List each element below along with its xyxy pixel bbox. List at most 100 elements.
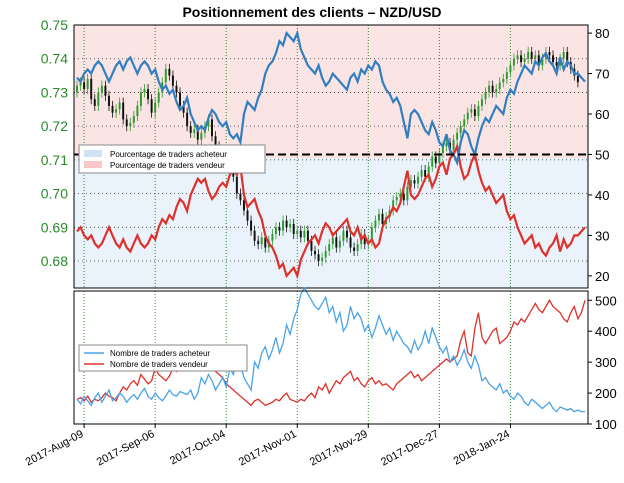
- bottom-tick-label: 100: [595, 417, 617, 432]
- legend-long-swatch: [84, 150, 102, 157]
- candle-body: [164, 68, 167, 83]
- candle-body: [363, 234, 366, 245]
- long-percentage-line: [76, 29, 586, 167]
- candle-body: [424, 169, 427, 177]
- candle-body: [402, 193, 405, 201]
- top-grid: [74, 58, 588, 262]
- bottom-axis-ticks: 100 200 300 400 500: [588, 293, 617, 432]
- candle-body: [566, 51, 569, 63]
- candle-body: [445, 143, 448, 147]
- bottom-tick-label: 200: [595, 386, 617, 401]
- candle-body: [381, 213, 384, 224]
- candle-body: [512, 58, 515, 66]
- candle-body: [285, 220, 288, 228]
- candle-body: [562, 51, 565, 59]
- candle-body: [314, 250, 316, 255]
- right-tick-label: 70: [595, 67, 609, 82]
- candle-body: [413, 180, 416, 184]
- candle-body: [83, 82, 86, 90]
- left-axis-ticks: 0.68 0.69 0.70 0.71 0.72 0.73 0.74 0.75: [41, 17, 68, 269]
- candle-body: [150, 99, 153, 113]
- candle-body: [246, 210, 249, 221]
- x-tick-label: 2017-Sep-06: [95, 428, 157, 468]
- candle-body: [182, 105, 185, 113]
- left-tick-label: 0.72: [41, 118, 68, 134]
- candle-body: [370, 227, 373, 241]
- right-tick-label: 20: [595, 269, 609, 284]
- candle-body: [456, 132, 459, 140]
- candle-body: [303, 230, 306, 238]
- candle-body: [459, 126, 462, 133]
- candle-body: [338, 240, 341, 248]
- left-tick-label: 0.75: [41, 17, 68, 33]
- candle-body: [441, 146, 444, 154]
- trader-count-panel: 100 200 300 400 500 Nombre de traders achete…: [73, 286, 617, 432]
- x-tick-label: 2017-Nov-29: [308, 428, 370, 468]
- candle-body: [463, 119, 466, 127]
- left-tick-label: 0.73: [41, 84, 68, 100]
- candle-body: [257, 240, 260, 245]
- candle-body: [207, 119, 210, 127]
- left-tick-label: 0.74: [41, 51, 68, 67]
- candle-body: [356, 244, 359, 251]
- candle-body: [211, 119, 213, 137]
- candle-body: [115, 109, 118, 113]
- candle-body: [317, 254, 320, 262]
- candle-body: [107, 95, 110, 106]
- candle-body: [555, 62, 558, 66]
- left-tick-label: 0.70: [41, 186, 68, 202]
- candle-body: [346, 230, 348, 238]
- candle-body: [93, 99, 96, 106]
- candle-body: [175, 85, 178, 93]
- candle-body: [271, 234, 274, 241]
- candle-body: [299, 230, 302, 238]
- candle-body: [342, 230, 345, 241]
- candle-body: [409, 180, 412, 187]
- candle-body: [253, 230, 256, 241]
- x-tick-label: 2018-Jan-24: [452, 428, 512, 468]
- legend-short-count-label: Nombre de traders vendeur: [110, 360, 208, 369]
- candle-body: [147, 89, 150, 100]
- right-tick-label: 40: [595, 188, 609, 203]
- candle-body: [168, 68, 171, 76]
- candle-body: [438, 153, 441, 164]
- candle-body: [420, 169, 423, 177]
- candle-body: [328, 244, 331, 251]
- candle-body: [502, 78, 505, 83]
- price-positioning-panel: 0.68 0.69 0.70 0.71 0.72 0.73 0.74 0.75 20 30 40 5…: [41, 17, 609, 289]
- short-shade-band: [74, 25, 588, 158]
- x-tick-label: 2017-Dec-27: [379, 428, 441, 468]
- bottom-tick-label: 500: [595, 293, 617, 308]
- candle-body: [321, 257, 324, 262]
- candle-body: [189, 126, 192, 133]
- candle-body: [399, 193, 402, 197]
- candle-body: [480, 99, 483, 106]
- candle-body: [431, 156, 434, 167]
- candle-body: [534, 55, 537, 59]
- candle-body: [122, 102, 125, 120]
- candle-body: [132, 116, 135, 123]
- candle-body: [264, 237, 267, 248]
- candle-body: [86, 78, 89, 90]
- candle-body: [484, 92, 487, 100]
- left-tick-label: 0.69: [41, 219, 68, 235]
- candle-body: [250, 220, 253, 231]
- candle-body: [289, 223, 292, 228]
- candle-body: [473, 109, 476, 117]
- candle-body: [239, 193, 242, 201]
- bottom-panel-border: [73, 290, 589, 425]
- candle-body: [353, 247, 356, 251]
- x-tick-label: 2017-Nov-01: [237, 428, 299, 468]
- candle-body: [552, 55, 555, 63]
- candle-body: [76, 85, 78, 93]
- candle-body: [310, 240, 313, 251]
- top-panel-border: [73, 24, 589, 289]
- candle-body: [495, 89, 498, 93]
- legend-long-count-label: Nombre de traders acheteur: [110, 349, 210, 358]
- candle-body: [509, 65, 512, 73]
- long-count-line: [76, 286, 585, 413]
- candle-body: [282, 220, 285, 231]
- right-tick-label: 50: [595, 147, 609, 162]
- candle-body: [491, 85, 494, 93]
- legend-short-swatch: [84, 161, 102, 168]
